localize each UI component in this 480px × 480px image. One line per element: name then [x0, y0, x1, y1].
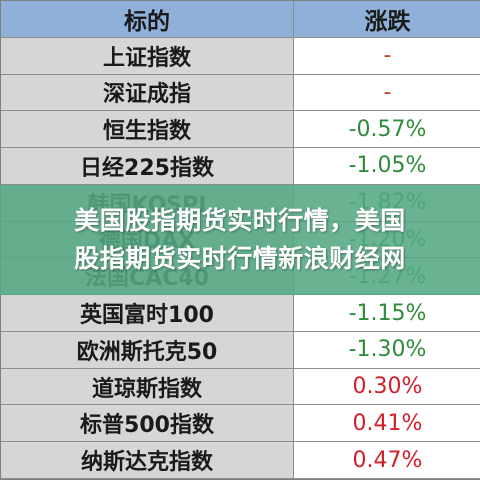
row-change: -: [294, 74, 480, 112]
row-change: -1.05%: [294, 148, 480, 185]
row-name: 标普500指数: [1, 405, 294, 443]
row-name: 上证指数: [1, 37, 294, 75]
row-change: 0.41%: [294, 405, 480, 443]
row-change: -0.57%: [294, 111, 480, 149]
banner-line-1: 美国股指期货实时行情，美国: [74, 206, 406, 235]
banner-line-2: 股指期货实时行情新浪财经网: [74, 244, 406, 273]
header-change: 涨跌: [294, 1, 480, 38]
row-name: 深证成指: [1, 74, 294, 112]
row-change: -: [294, 37, 480, 75]
row-change: -1.30%: [294, 331, 480, 369]
row-name: 纳斯达克指数: [1, 442, 294, 479]
row-name: 欧洲斯托克50: [1, 331, 294, 369]
row-change: 0.30%: [294, 368, 480, 406]
row-name: 英国富时100: [1, 295, 294, 332]
row-name: 日经225指数: [1, 148, 294, 185]
row-name: 道琼斯指数: [1, 368, 294, 406]
row-name: 恒生指数: [1, 111, 294, 149]
title-banner: 美国股指期货实时行情，美国 股指期货实时行情新浪财经网: [0, 185, 480, 295]
row-change: -1.15%: [294, 295, 480, 332]
header-name: 标的: [1, 1, 294, 38]
row-change: 0.47%: [294, 442, 480, 479]
